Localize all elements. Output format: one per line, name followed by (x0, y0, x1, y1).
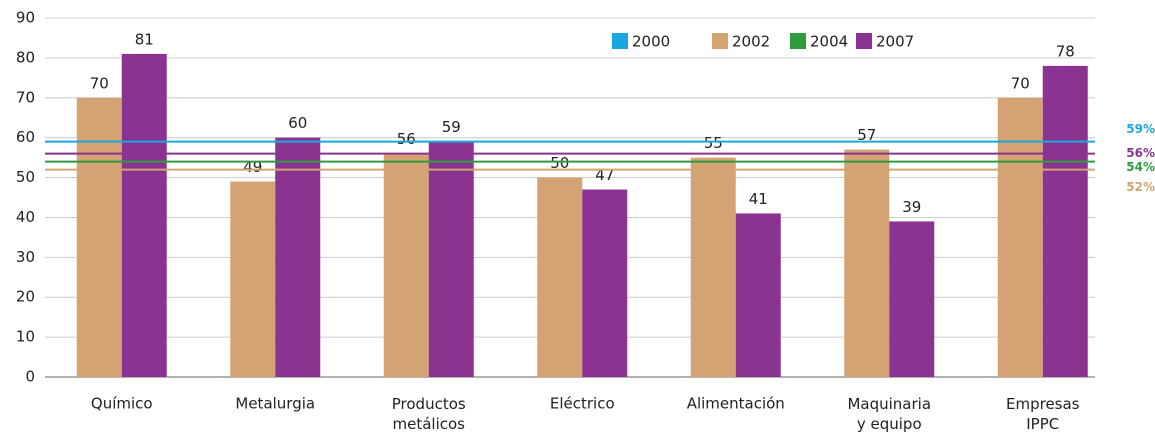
x-tick-label: Productos metálicos (392, 395, 466, 433)
legend-swatch (712, 33, 728, 49)
value-label: 78 (1056, 42, 1075, 60)
x-tick-label: Alimentación (687, 395, 785, 413)
x-tick-label: Eléctrico (550, 395, 615, 413)
value-label: 59 (442, 118, 461, 136)
legend-swatch (856, 33, 872, 49)
x-tick-label: Metalurgia (235, 395, 315, 413)
y-tick-label: 40 (16, 208, 35, 226)
reference-label: 52% (1126, 180, 1155, 194)
y-tick-label: 30 (16, 248, 35, 266)
y-tick-label: 60 (16, 128, 35, 146)
bar (230, 181, 276, 377)
y-tick-label: 80 (16, 48, 35, 66)
bar (690, 157, 736, 377)
value-label: 41 (749, 190, 768, 208)
value-label: 55 (704, 134, 723, 152)
y-tick-label: 70 (16, 88, 35, 106)
x-tick-label: Químico (91, 395, 153, 413)
legend-label: 2002 (732, 33, 770, 51)
x-tick-label: Empresas IPPC (1006, 395, 1080, 433)
value-label: 39 (902, 198, 921, 216)
reference-label: 54% (1126, 160, 1155, 174)
bar (121, 53, 167, 378)
legend-swatch (790, 33, 806, 49)
value-label: 70 (90, 74, 109, 92)
legend-label: 2004 (810, 33, 848, 51)
legend-label: 2007 (876, 33, 914, 51)
bar (1042, 65, 1088, 377)
bar (76, 97, 122, 378)
bar (582, 189, 628, 377)
value-label: 50 (550, 154, 569, 172)
x-tick-label: Maquinaria y equipo (847, 395, 931, 433)
bar (844, 149, 890, 377)
y-tick-label: 50 (16, 168, 35, 186)
reference-label: 56% (1126, 146, 1155, 160)
y-tick-label: 0 (25, 368, 35, 386)
bar (735, 213, 781, 377)
bar (383, 153, 429, 377)
bar (275, 137, 321, 377)
value-label: 81 (135, 30, 154, 48)
y-tick-label: 90 (16, 9, 35, 27)
legend-label: 2000 (632, 33, 670, 51)
y-tick-label: 20 (16, 288, 35, 306)
value-label: 70 (1011, 74, 1030, 92)
y-tick-label: 10 (16, 328, 35, 346)
bar (428, 141, 474, 377)
bar (889, 221, 935, 377)
value-label: 56 (397, 130, 416, 148)
legend-swatch (612, 33, 628, 49)
value-label: 57 (857, 126, 876, 144)
value-label: 60 (288, 114, 307, 132)
bar (537, 177, 583, 377)
reference-label: 59% (1126, 122, 1155, 136)
bar (997, 97, 1043, 378)
